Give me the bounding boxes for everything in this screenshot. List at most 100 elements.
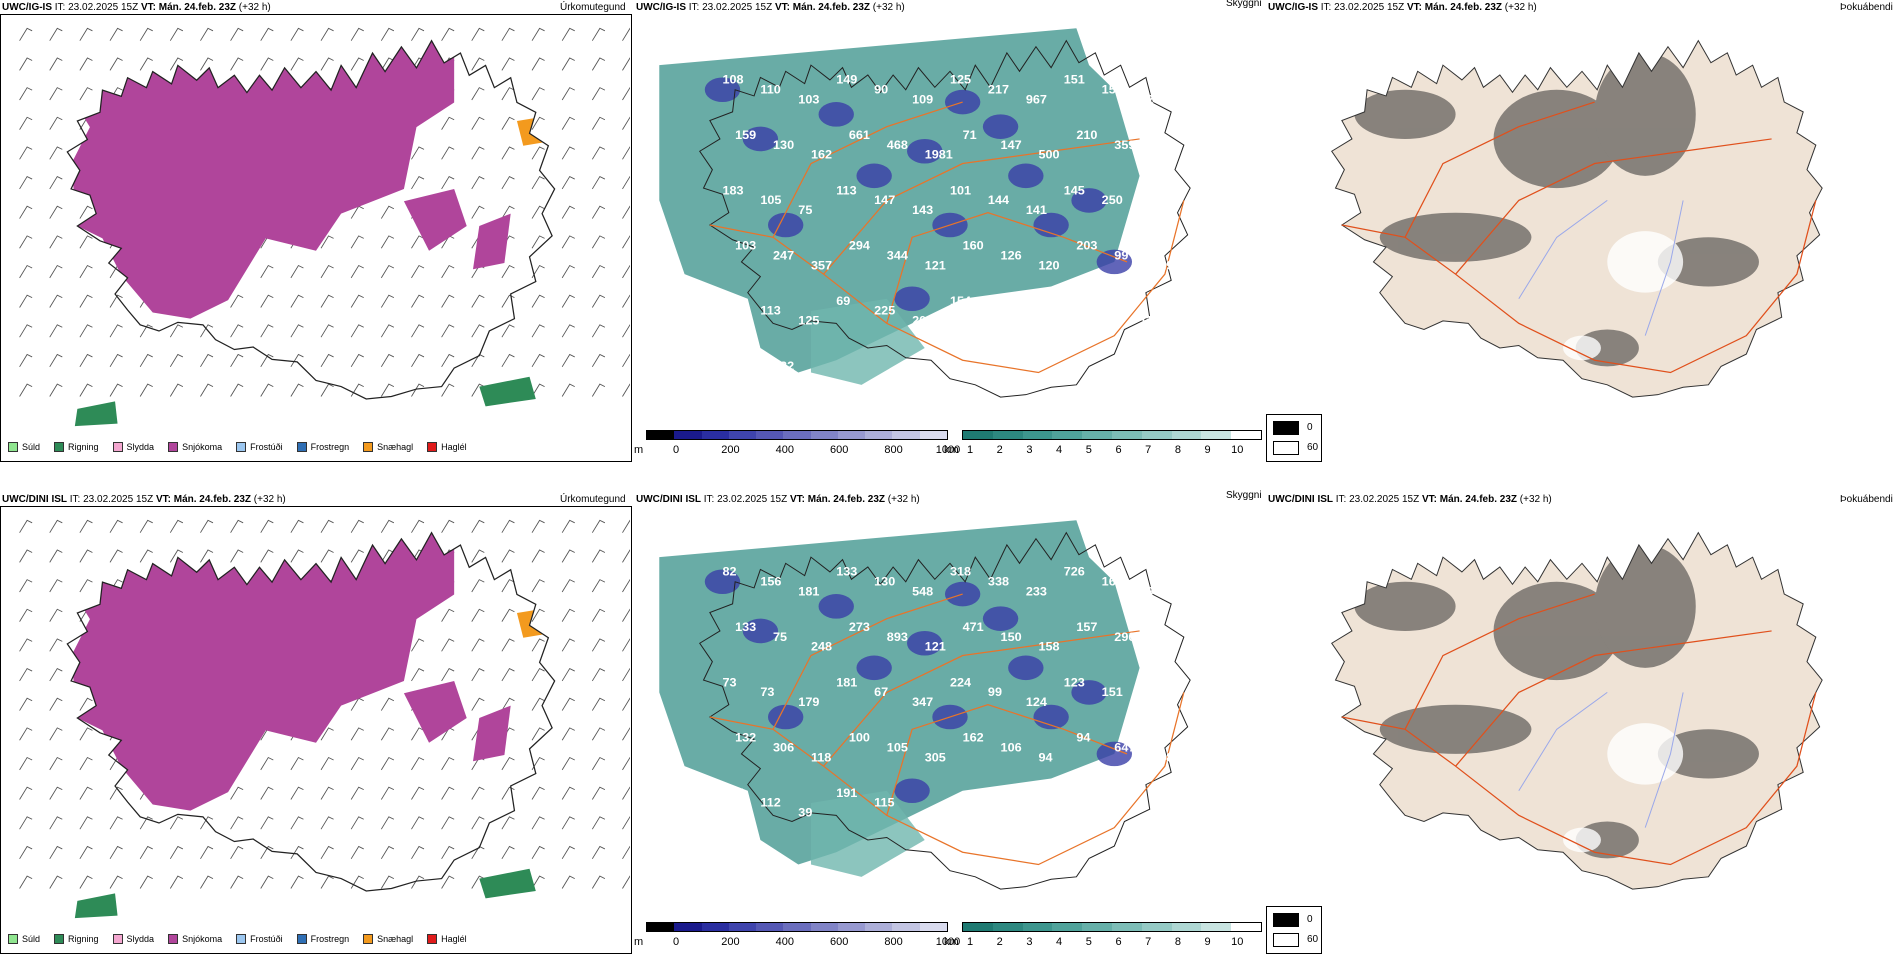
row-1: UWC/DINI ISL IT: 23.02.2025 15Z VT: Mán.… bbox=[0, 490, 1900, 954]
visibility-tick: 3 bbox=[1026, 444, 1033, 456]
cloud-base-label: 181 bbox=[798, 584, 819, 598]
cloud-base-label: 1981 bbox=[925, 148, 953, 162]
visibility-tick: 10 bbox=[1231, 444, 1244, 456]
visibility-color-step bbox=[1022, 431, 1053, 439]
cloud-base-label: 110 bbox=[760, 83, 780, 97]
visibility-tick: 5 bbox=[1085, 444, 1092, 456]
legend-label: Súld bbox=[22, 442, 41, 452]
cloud-base-labels: 82 156 181 133 130 548 318 338 233 726 162 190 133 75… bbox=[722, 565, 1173, 820]
cloud-base-label: 149 bbox=[836, 73, 857, 87]
rain-area bbox=[74, 868, 536, 919]
visibility-color-step bbox=[1082, 923, 1112, 931]
visibility-field bbox=[659, 520, 1140, 877]
cloudbase-color-step bbox=[728, 923, 757, 931]
cloud-base-label: 190 bbox=[1140, 584, 1161, 598]
init-time: IT: 23.02.2025 15Z bbox=[688, 2, 773, 13]
cloud-base-label: 113 bbox=[836, 183, 856, 197]
cloudbase-color-step bbox=[892, 923, 920, 931]
cloud-base-label: 73 bbox=[722, 675, 736, 689]
cloudbase-color-step bbox=[674, 923, 702, 931]
vis-title: Skyggni bbox=[1226, 490, 1262, 501]
cloud-base-label: 359 bbox=[1114, 138, 1135, 152]
legend-label: Rigning bbox=[68, 934, 99, 944]
valid-time: VT: Mán. 24.feb. 23Z bbox=[1421, 494, 1517, 505]
legend-item: Haglél bbox=[427, 442, 467, 452]
cloud-base-label: 229 bbox=[1152, 258, 1173, 272]
cloud-base-label: 101 bbox=[950, 183, 971, 197]
cloud-base-label: 125 bbox=[950, 73, 971, 87]
cloud-base-label: 132 bbox=[735, 731, 756, 745]
cloud-base-label: 156 bbox=[1102, 83, 1123, 97]
valid-time: VT: Mán. 24.feb. 23Z bbox=[774, 2, 870, 13]
legend-item: Snæhagl bbox=[363, 442, 413, 452]
legend-item: Haglél bbox=[427, 934, 467, 944]
cloudbase-color-step bbox=[647, 923, 675, 931]
visibility-color-step bbox=[1052, 431, 1083, 439]
fog-legend: 0 60 bbox=[1266, 414, 1322, 462]
cloud-base-label: 160 bbox=[963, 239, 984, 253]
precip-map bbox=[19, 519, 630, 919]
visibility-panel: UWC/IG-IS IT: 23.02.2025 15Z VT: Mán. 24… bbox=[634, 0, 1266, 460]
cloud-base-label: 118 bbox=[811, 750, 831, 764]
lead-time: (+32 h) bbox=[253, 494, 286, 505]
visibility-tick: 9 bbox=[1204, 936, 1211, 948]
visibility-tick: 1 bbox=[966, 444, 974, 456]
legend-label: Haglél bbox=[441, 934, 467, 944]
cloudbase-color-step bbox=[728, 431, 757, 439]
fog-title: Þokuábendi bbox=[1840, 2, 1893, 13]
visibility-color-step bbox=[1141, 431, 1172, 439]
cloud-base-labels: 108 110 103 149 90 109 125 217 967 151 156 82 159 130… bbox=[722, 73, 1173, 373]
cloud-base-label: 273 bbox=[849, 620, 870, 634]
roads bbox=[709, 101, 1185, 374]
visibility-tick: 8 bbox=[1174, 936, 1181, 948]
cloudbase-color-step bbox=[892, 431, 920, 439]
valid-time: VT: Mán. 24.feb. 23Z bbox=[1406, 2, 1502, 13]
cloud-base-label: 181 bbox=[836, 675, 857, 689]
cloud-base-label: 248 bbox=[811, 640, 832, 654]
visibility-map: 82 156 181 133 130 548 318 338 233 726 162 190 133 75… bbox=[659, 520, 1191, 890]
cloud-base-label: 82 bbox=[722, 565, 736, 579]
cloudbase-color-step bbox=[783, 923, 811, 931]
cloud-base-label: 203 bbox=[912, 314, 933, 328]
cloud-base-label: 112 bbox=[735, 349, 755, 363]
cloud-base-label: 144 bbox=[988, 193, 1009, 207]
valid-time: VT: Mán. 24.feb. 23Z bbox=[140, 2, 236, 13]
visibility-color-step bbox=[1231, 431, 1261, 439]
legend-label: Haglél bbox=[441, 442, 467, 452]
roads bbox=[709, 593, 1185, 866]
visibility-field bbox=[659, 28, 1140, 385]
cloud-base-label: 191 bbox=[836, 786, 857, 800]
cloudbase-color-step bbox=[837, 923, 866, 931]
cloud-base-label: 101 bbox=[1152, 640, 1173, 654]
cloud-base-label: 162 bbox=[963, 731, 984, 745]
model-name: UWC/IG-IS bbox=[2, 2, 52, 13]
legend-item: Súld bbox=[8, 442, 40, 452]
cloud-base-label: 306 bbox=[773, 741, 794, 755]
cloud-base-label: 548 bbox=[912, 584, 933, 598]
cloud-base-label: 103 bbox=[798, 92, 819, 106]
legend-label: Súld bbox=[22, 934, 41, 944]
cloud-base-label: 224 bbox=[950, 675, 971, 689]
cloudbase-color-step bbox=[919, 431, 947, 439]
cloudbase-tick: 0 bbox=[672, 936, 680, 948]
cloud-base-label: 82 bbox=[1140, 92, 1154, 106]
fog-legend-low-label: 60 bbox=[1307, 934, 1319, 945]
legend-swatch bbox=[8, 934, 18, 944]
legend-item: Rigning bbox=[54, 934, 99, 944]
cloud-base-label: 105 bbox=[887, 741, 908, 755]
legend-swatch bbox=[168, 934, 179, 944]
cloud-base-label: 130 bbox=[773, 138, 794, 152]
cloudbase-colorbar bbox=[646, 922, 948, 932]
cloud-base-label: 108 bbox=[722, 73, 743, 87]
visibility-tick: 6 bbox=[1115, 936, 1122, 948]
cloud-base-label: 121 bbox=[925, 258, 946, 272]
legend-item: Frostúði bbox=[236, 442, 283, 452]
legend-label: Frostregn bbox=[310, 934, 350, 944]
cloud-base-label: 247 bbox=[773, 249, 794, 263]
snowgrain-area bbox=[516, 114, 555, 146]
cloudbase-color-step bbox=[837, 431, 866, 439]
visibility-tick: 9 bbox=[1204, 444, 1211, 456]
visibility-colorbar bbox=[962, 922, 1262, 932]
cloudbase-colorbar bbox=[646, 430, 948, 440]
cloud-base-label: 126 bbox=[1001, 249, 1022, 263]
